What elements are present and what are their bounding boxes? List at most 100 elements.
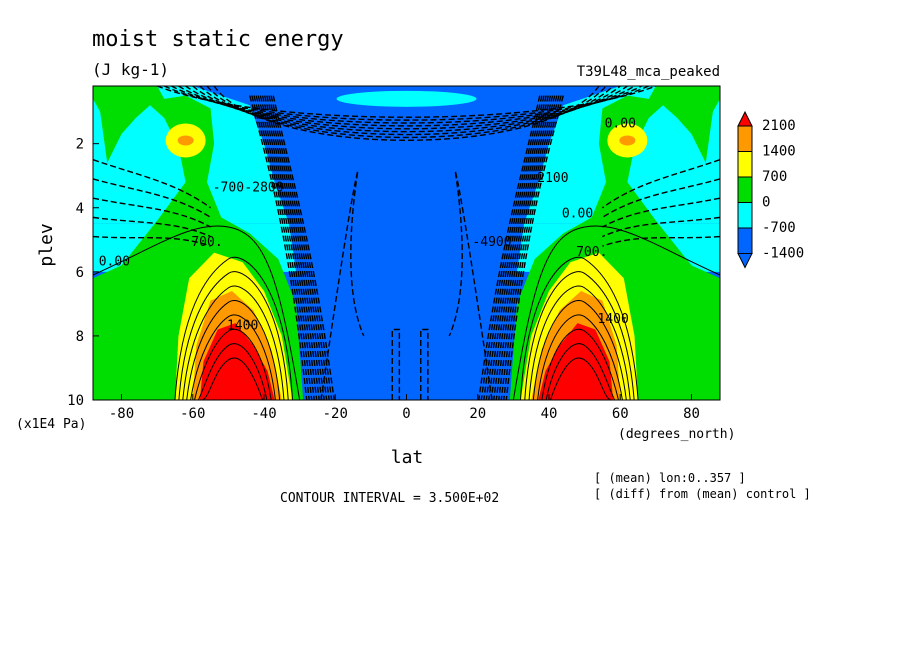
contour-line xyxy=(190,314,276,400)
colorbar-bottom-arrow xyxy=(737,253,753,269)
negative-contour xyxy=(163,86,650,121)
red-region xyxy=(538,323,614,400)
chart-units: (J kg-1) xyxy=(92,60,169,79)
y-tick-label: 2 xyxy=(76,137,84,153)
chart-title: moist static energy xyxy=(92,27,344,52)
negative-contour xyxy=(448,170,493,400)
contour-interval-label: CONTOUR INTERVAL = 3.500E+02 xyxy=(280,491,499,506)
negative-contour xyxy=(93,235,211,247)
contour-field: 0.00 700. 1400 -4900 -700 -2800 -2100 0.00 700. 1… xyxy=(93,86,720,400)
negative-contour xyxy=(268,95,330,400)
contour-label: 1400 xyxy=(227,319,258,334)
negative-contour xyxy=(93,197,211,228)
colorbar-segment xyxy=(737,151,753,178)
x-tick-label: -20 xyxy=(323,406,348,422)
contour-label: 700. xyxy=(576,245,607,260)
contour-line xyxy=(520,256,639,400)
negative-contour xyxy=(505,95,564,400)
negative-contour xyxy=(500,95,560,400)
negative-contour xyxy=(485,95,547,400)
contour-label: 1400 xyxy=(597,312,628,327)
negative-contour xyxy=(483,95,545,400)
negative-contour xyxy=(93,159,211,209)
contour-line xyxy=(545,343,616,400)
contour-line xyxy=(524,271,635,400)
diff-note: [ (diff) from (mean) control ] xyxy=(594,487,811,501)
contour-label: 700. xyxy=(191,235,222,250)
negative-contour xyxy=(602,235,720,247)
negative-contour xyxy=(257,95,318,400)
colorbar: 2100 1400 700 0 -700 -1400 xyxy=(737,110,804,269)
contour-line xyxy=(532,300,627,400)
contour-line xyxy=(528,285,631,400)
negative-contour xyxy=(602,159,720,209)
negative-contour xyxy=(320,170,365,400)
negative-contour xyxy=(251,95,310,400)
negative-contour xyxy=(391,328,401,400)
mean-note: [ (mean) lon:0..357 ] xyxy=(594,471,746,485)
colorbar-segment xyxy=(737,176,753,203)
negative-contour xyxy=(93,178,211,218)
contour-line xyxy=(194,328,272,400)
colorbar-label: 0 xyxy=(762,195,770,211)
y-tick-label: 10 xyxy=(67,393,84,409)
colorbar-segment xyxy=(737,202,753,229)
zero-contour xyxy=(512,225,720,400)
contour-label: 0.00 xyxy=(562,206,593,221)
contour-label: 0.00 xyxy=(605,117,636,132)
zero-contour xyxy=(93,225,301,400)
y-axis: 2 4 6 8 10 xyxy=(67,137,99,409)
x-axis-label: lat xyxy=(391,447,424,468)
negative-contour xyxy=(490,95,552,400)
negative-contour xyxy=(272,95,335,400)
negative-contour xyxy=(259,95,320,400)
negative-contour xyxy=(249,95,308,400)
negative-contour xyxy=(270,95,333,400)
negative-contour xyxy=(266,95,328,400)
colorbar-segment xyxy=(737,125,753,152)
contour-line xyxy=(541,328,619,400)
contour-label: -2100 xyxy=(529,171,568,186)
negative-contour xyxy=(213,86,600,142)
colorbar-label: -700 xyxy=(762,220,796,236)
x-units-label: (degrees_north) xyxy=(618,427,735,442)
y-units-label: (x1E4 Pa) xyxy=(16,417,86,432)
contour-label: -4900 xyxy=(472,235,511,250)
negative-contour xyxy=(478,95,541,400)
negative-contour xyxy=(261,95,323,400)
contour-label: 0.00 xyxy=(99,254,130,269)
contour-line xyxy=(202,357,264,400)
negative-contour xyxy=(480,95,543,400)
contour-label: -700 xyxy=(213,181,244,196)
contour-line xyxy=(197,343,268,400)
y-tick-label: 6 xyxy=(76,265,84,281)
x-tick-label: -40 xyxy=(251,406,276,422)
colorbar-top-arrow xyxy=(737,110,753,127)
negative-contour xyxy=(253,95,313,400)
negative-contour xyxy=(199,86,614,136)
x-tick-label: 0 xyxy=(402,406,410,422)
contour-line xyxy=(186,300,281,400)
x-tick-label: -80 xyxy=(109,406,134,422)
negative-contour xyxy=(493,95,554,400)
contour-line xyxy=(537,314,623,400)
y-tick-label: 8 xyxy=(76,329,84,345)
contour-line xyxy=(178,271,289,400)
colorbar-label: 2100 xyxy=(762,118,796,134)
colorbar-segment xyxy=(737,227,753,254)
negative-contour xyxy=(264,95,325,400)
y-tick-label: 4 xyxy=(76,201,84,217)
colorbar-label: -1400 xyxy=(762,246,804,262)
negative-contour xyxy=(503,95,562,400)
top-streak xyxy=(336,90,477,107)
experiment-label: T39L48_mca_peaked xyxy=(577,64,720,80)
colorbar-label: 700 xyxy=(762,169,787,185)
x-axis: -80 -60 -40 -20 0 20 40 60 80 xyxy=(109,394,700,422)
negative-contour xyxy=(420,328,429,400)
negative-contour xyxy=(488,95,549,400)
x-tick-label: 40 xyxy=(541,406,558,422)
negative-contour xyxy=(255,95,315,400)
negative-contour xyxy=(206,86,607,139)
x-tick-label: -60 xyxy=(180,406,205,422)
